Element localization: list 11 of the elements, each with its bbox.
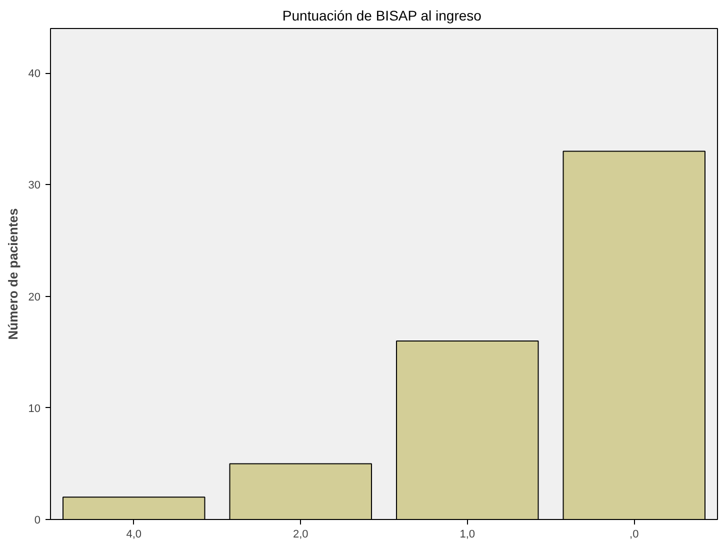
y-tick-label: 0 <box>34 514 41 526</box>
x-tick-label: 4,0 <box>126 528 142 540</box>
y-tick-label: 30 <box>28 180 41 192</box>
x-tick-label: 1,0 <box>460 528 476 540</box>
y-tick-label: 20 <box>28 291 41 304</box>
y-tick-label: 10 <box>28 402 41 415</box>
x-tick-label: 2,0 <box>292 528 308 540</box>
y-axis-title: Número de pacientes <box>5 208 20 340</box>
y-tick-label: 40 <box>28 68 41 80</box>
x-tick-label: ,0 <box>630 528 639 540</box>
chart-title: Puntuación de BISAP al ingreso <box>282 8 482 24</box>
